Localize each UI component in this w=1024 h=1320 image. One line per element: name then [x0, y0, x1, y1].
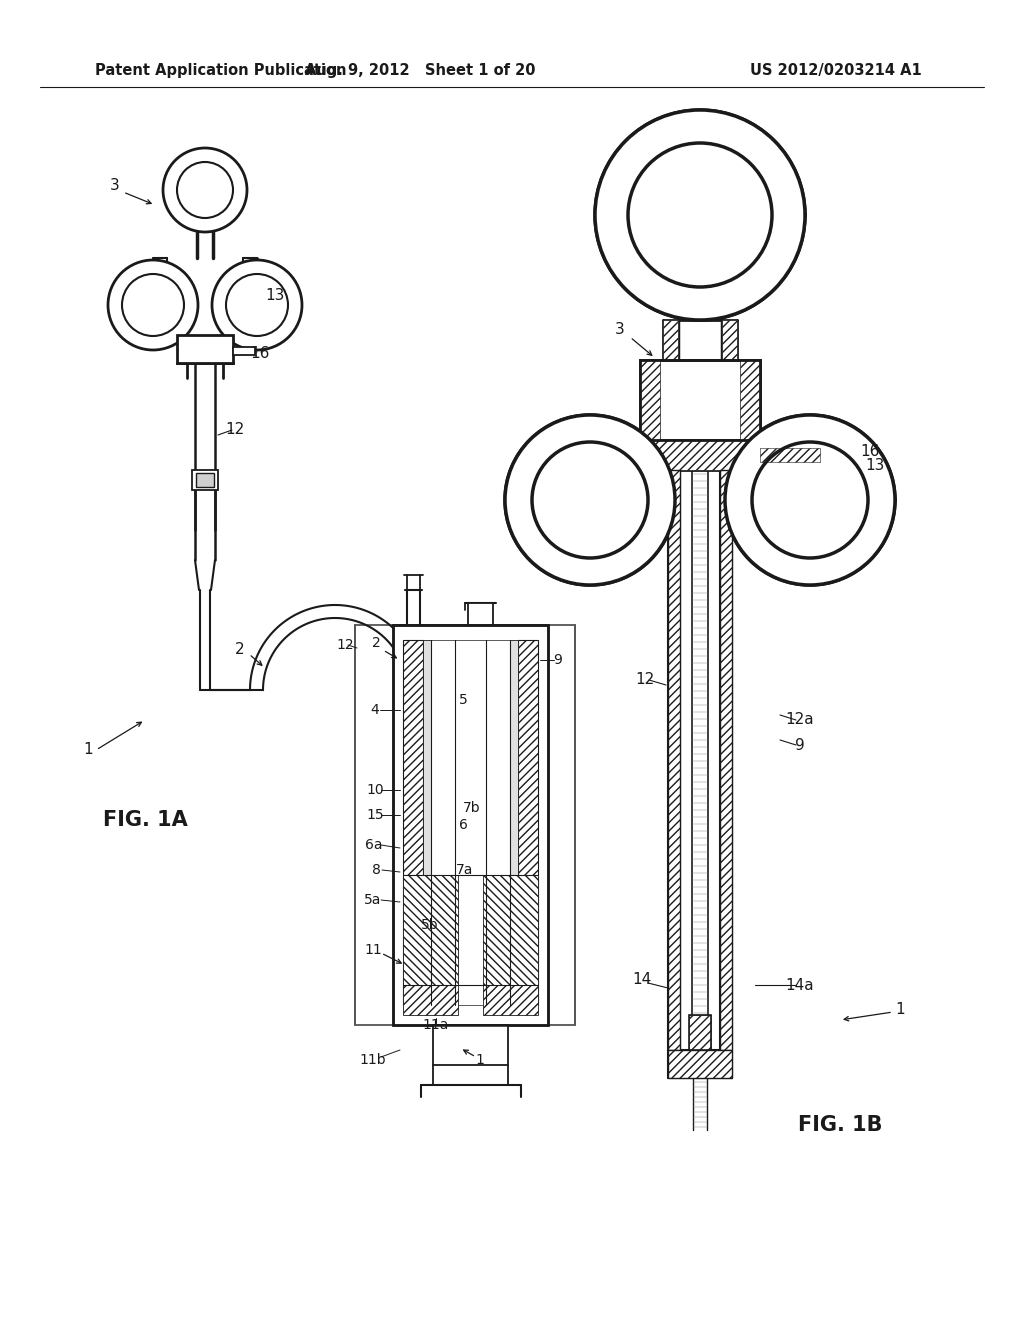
Circle shape: [628, 143, 772, 286]
Circle shape: [108, 260, 198, 350]
Text: 12: 12: [225, 422, 245, 437]
Text: 11b: 11b: [359, 1053, 386, 1067]
Text: 14a: 14a: [785, 978, 814, 993]
Text: US 2012/0203214 A1: US 2012/0203214 A1: [750, 62, 922, 78]
Text: 1: 1: [895, 1002, 905, 1018]
Text: 5b: 5b: [421, 917, 439, 932]
Text: 3: 3: [111, 177, 120, 193]
Circle shape: [177, 162, 233, 218]
Text: 5: 5: [459, 693, 467, 708]
Text: 3: 3: [615, 322, 625, 338]
Polygon shape: [505, 414, 675, 585]
Text: 4: 4: [371, 704, 379, 717]
Text: Patent Application Publication: Patent Application Publication: [95, 62, 346, 78]
Text: 12: 12: [635, 672, 654, 688]
Bar: [196, 473, 214, 487]
Text: 12: 12: [336, 638, 354, 652]
Bar: [423, 640, 431, 1005]
Text: 6a: 6a: [366, 838, 383, 851]
Bar: [668, 1049, 732, 1078]
Text: 1: 1: [475, 1053, 484, 1067]
Text: 7a: 7a: [457, 863, 474, 876]
Text: 2: 2: [372, 636, 380, 649]
Text: 13: 13: [265, 288, 285, 302]
Bar: [689, 1015, 711, 1049]
Bar: [483, 985, 538, 1015]
Text: 11: 11: [365, 942, 382, 957]
Polygon shape: [595, 110, 805, 319]
Bar: [760, 447, 820, 462]
Bar: [468, 603, 493, 624]
Bar: [193, 470, 218, 490]
Text: 9: 9: [795, 738, 805, 752]
Text: 9: 9: [554, 653, 562, 667]
Bar: [403, 985, 458, 1015]
Bar: [403, 875, 458, 985]
Bar: [510, 640, 518, 1005]
Text: 10: 10: [367, 783, 384, 797]
Circle shape: [212, 260, 302, 350]
Bar: [355, 624, 575, 1026]
Bar: [483, 875, 538, 985]
Text: Aug. 9, 2012   Sheet 1 of 20: Aug. 9, 2012 Sheet 1 of 20: [305, 62, 536, 78]
Bar: [518, 640, 538, 1005]
Text: 1: 1: [83, 742, 93, 758]
Text: FIG. 1B: FIG. 1B: [798, 1115, 883, 1135]
Bar: [640, 360, 660, 440]
Text: 2: 2: [236, 643, 245, 657]
Bar: [177, 335, 233, 363]
Text: 11a: 11a: [423, 1018, 450, 1032]
Text: 8: 8: [372, 863, 381, 876]
Text: 16: 16: [250, 346, 269, 362]
Bar: [403, 640, 423, 1005]
Bar: [760, 447, 820, 462]
Bar: [431, 640, 510, 1005]
Text: 13: 13: [865, 458, 885, 473]
Circle shape: [595, 110, 805, 319]
Text: 5a: 5a: [365, 894, 382, 907]
Bar: [663, 319, 678, 360]
Text: 7b: 7b: [463, 801, 481, 814]
Bar: [393, 624, 548, 1026]
Bar: [720, 470, 732, 1049]
Bar: [233, 347, 255, 355]
Bar: [640, 360, 760, 440]
Text: 15: 15: [367, 808, 384, 822]
Polygon shape: [725, 414, 895, 585]
Text: 14: 14: [633, 973, 651, 987]
Bar: [722, 319, 737, 360]
Bar: [640, 360, 760, 440]
Text: 6: 6: [459, 818, 467, 832]
Bar: [689, 1015, 711, 1049]
Bar: [393, 624, 548, 1026]
Circle shape: [226, 275, 288, 337]
Circle shape: [505, 414, 675, 585]
Bar: [433, 1026, 508, 1065]
Circle shape: [122, 275, 184, 337]
Circle shape: [532, 442, 648, 558]
Circle shape: [163, 148, 247, 232]
Bar: [640, 440, 760, 470]
Bar: [740, 360, 760, 440]
Text: FIG. 1A: FIG. 1A: [102, 810, 187, 830]
Circle shape: [752, 442, 868, 558]
Bar: [668, 470, 680, 1049]
Text: 12a: 12a: [785, 713, 814, 727]
Text: 16: 16: [860, 445, 880, 459]
Circle shape: [725, 414, 895, 585]
